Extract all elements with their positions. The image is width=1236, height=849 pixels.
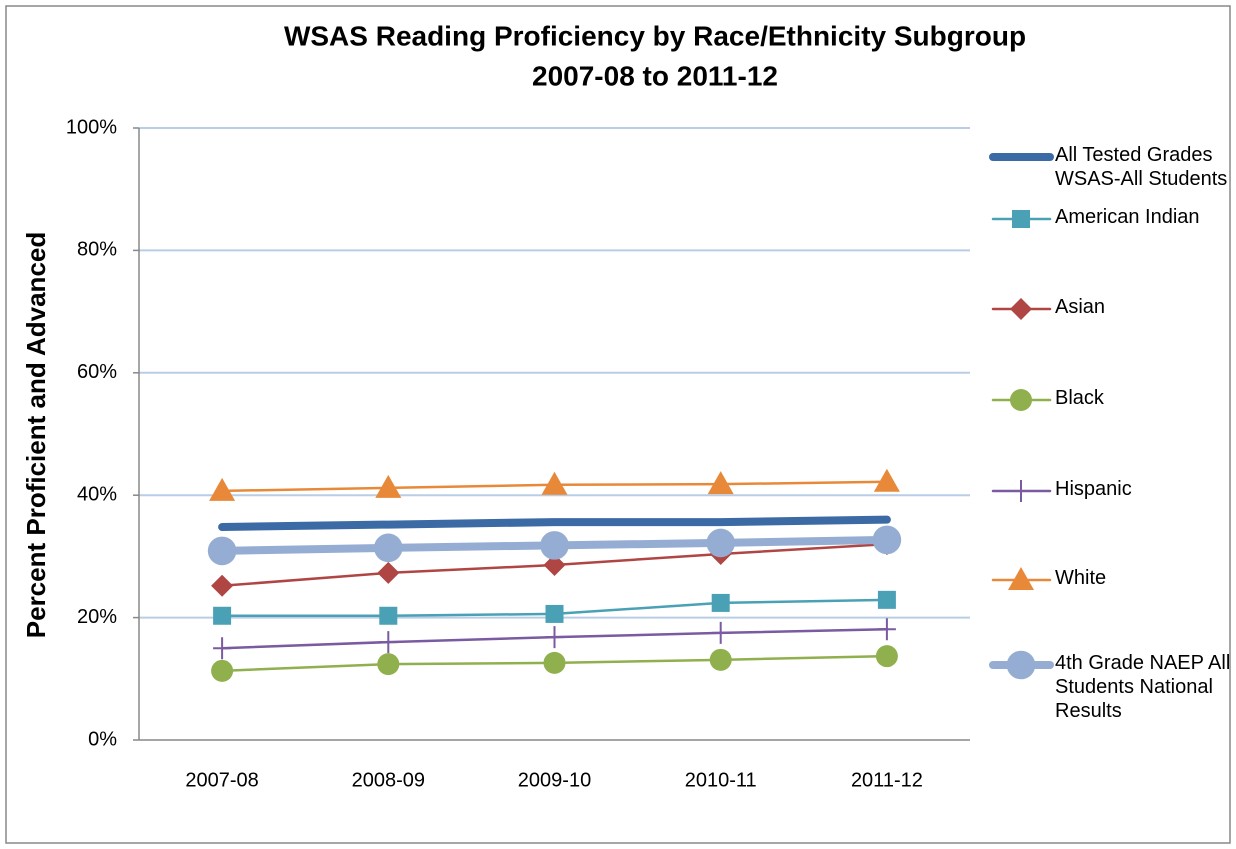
x-tick-label: 2009-10 [518,769,591,791]
legend-label: Hispanic [1055,478,1132,500]
x-tick-label: 2008-09 [352,769,425,791]
x-tick-label: 2011-12 [851,769,923,791]
legend-label: White [1055,567,1107,589]
marker [540,531,569,560]
marker [377,653,400,676]
marker [543,553,566,576]
marker [209,477,236,501]
marker [1010,298,1032,320]
marker [707,471,734,495]
x-tick-label: 2010-11 [685,769,757,791]
marker [873,468,900,492]
legend-label: Asian [1055,296,1106,318]
series-line [218,515,891,532]
x-tick-label: 2007-08 [185,769,258,791]
marker [374,533,403,563]
chart-subtitle: 2007-08 to 2011-12 [532,60,778,91]
y-tick-label: 20% [77,606,117,628]
y-tick-label: 80% [77,239,117,261]
chart-title: WSAS Reading Proficiency by Race/Ethnici… [284,20,1026,51]
legend-label: American Indian [1055,206,1200,228]
marker [1010,389,1032,411]
y-tick-label: 60% [77,361,117,383]
y-tick-label: 0% [88,728,117,750]
marker [545,604,564,623]
marker [1008,567,1034,590]
marker [211,574,234,597]
marker [375,474,402,498]
marker [545,626,564,649]
y-tick-label: 40% [77,483,117,505]
marker [875,645,898,668]
marker [1012,480,1030,502]
marker [877,618,896,641]
legend-label: Black [1055,387,1104,409]
legend-label: 4th Grade NAEP All Students National Res… [1055,652,1231,722]
marker [711,621,730,644]
marker [872,525,902,555]
marker [379,606,398,625]
marker [541,471,568,495]
marker [213,637,232,660]
marker [207,536,237,566]
marker [543,651,566,674]
marker [1006,650,1036,680]
marker [711,593,730,612]
chart-frame [5,5,1231,844]
marker [706,528,735,558]
marker [709,648,732,671]
y-axis-title: Percent Proficient and Advanced [21,232,51,638]
marker [211,659,234,682]
marker [379,631,398,654]
marker [377,561,400,584]
marker [213,606,232,625]
marker [877,590,896,609]
legend-label: All Tested Grades WSAS-All Students [1055,144,1228,190]
marker [1012,210,1030,228]
y-tick-label: 100% [66,116,117,138]
